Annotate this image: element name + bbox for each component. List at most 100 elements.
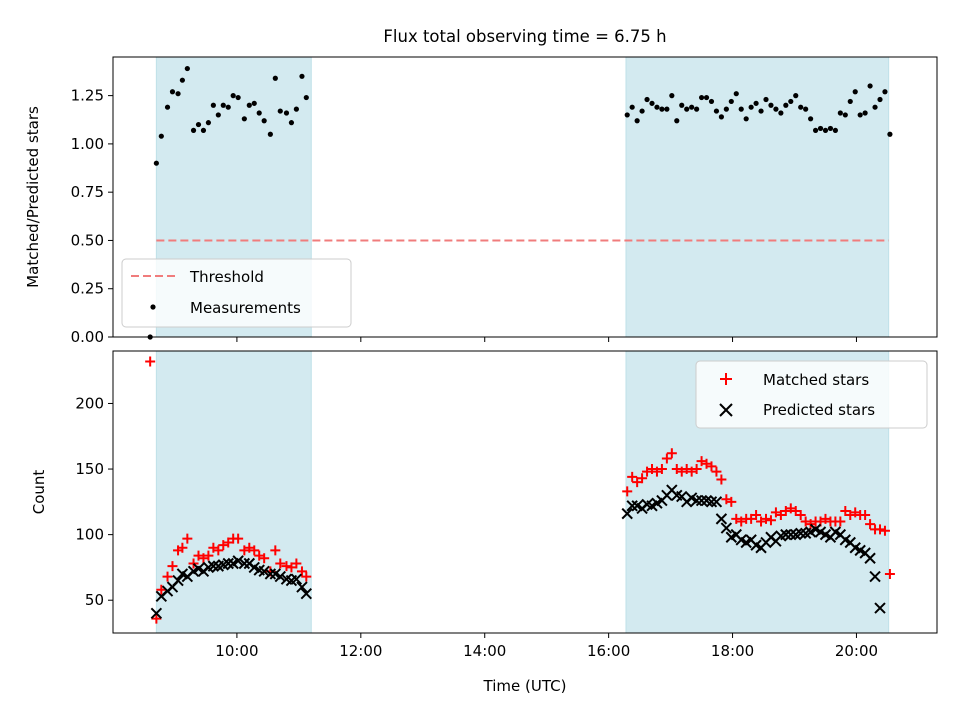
measurement-point — [175, 91, 181, 97]
measurement-point — [832, 127, 838, 133]
measurement-point — [882, 89, 888, 95]
measurement-point — [210, 102, 216, 108]
measurement-point — [793, 93, 799, 99]
measurement-point — [822, 127, 829, 133]
matched-star-point — [706, 461, 717, 472]
measurement-point — [169, 89, 176, 95]
matched-star-point — [622, 486, 633, 497]
measurement-point — [753, 100, 759, 106]
x-tick-label: 16:00 — [587, 642, 630, 660]
predicted-star-point — [621, 507, 633, 520]
predicted-star-point — [780, 528, 792, 541]
predicted-star-point — [864, 552, 876, 564]
predicted-star-point — [290, 573, 303, 585]
predicted-star-point — [705, 496, 718, 508]
matched-star-point — [691, 464, 702, 475]
y-tick-label: 1.25 — [71, 87, 104, 105]
plot-frame — [112, 350, 938, 634]
matched-star-point — [666, 448, 677, 459]
matched-star-point — [884, 568, 895, 579]
legend-box — [695, 360, 928, 429]
measurement-point — [251, 100, 257, 106]
predicted-star-point — [172, 574, 184, 587]
measurement-point — [664, 106, 670, 112]
matched-star-point — [167, 561, 178, 572]
x-tick-label: 20:00 — [835, 642, 878, 660]
matched-star-point — [291, 558, 302, 569]
matched-star-point — [865, 519, 876, 530]
matched-star-point — [711, 466, 722, 477]
matched-star-point — [162, 571, 173, 582]
predicted-star-point — [222, 557, 234, 570]
matched-star-point — [860, 509, 871, 520]
y-tick-label: 100 — [75, 526, 104, 544]
predicted-star-point — [264, 568, 277, 580]
predicted-star-point — [720, 522, 733, 534]
measurement-point — [205, 120, 212, 126]
measurement-point — [872, 104, 878, 110]
measurement-point — [733, 91, 739, 97]
measurement-point — [293, 106, 299, 112]
matched-star-point — [716, 474, 727, 485]
measurement-point — [184, 65, 190, 72]
matched-star-point — [761, 513, 772, 524]
matched-star-point — [627, 471, 638, 482]
predicted-star-point — [715, 513, 728, 525]
predicted-star-point — [785, 528, 797, 541]
measurement-point — [743, 116, 749, 122]
measurement-point — [738, 106, 744, 112]
measurement-point — [267, 131, 273, 137]
measurement-point — [728, 98, 734, 105]
measurement-point — [698, 94, 705, 101]
matched-star-point — [203, 550, 214, 561]
measurement-point — [230, 93, 236, 99]
matched-star-point — [795, 509, 806, 520]
measurement-point — [261, 118, 267, 124]
measurement-point — [246, 102, 252, 108]
measurement-point — [723, 106, 729, 112]
measurement-point — [288, 120, 295, 126]
predicted-stars-points — [151, 485, 886, 620]
measurement-point — [624, 112, 630, 118]
matched-star-point — [835, 516, 846, 527]
predicted-star-point — [626, 500, 638, 512]
matched-star-point — [875, 524, 886, 535]
measurement-point — [299, 73, 305, 79]
x-axis-ticks — [236, 337, 857, 342]
measurement-point — [689, 104, 695, 110]
matched-star-point — [233, 533, 244, 544]
y-axis-ticks: 50 100 150 200 — [75, 394, 113, 609]
predicted-star-point — [794, 527, 807, 540]
chart-title: Flux total observing time = 6.75 h — [383, 27, 666, 46]
matched-star-point — [259, 553, 270, 564]
matched-star-point — [177, 542, 188, 553]
observing-window — [625, 56, 890, 338]
matched-star-point — [151, 613, 162, 624]
measurement-point — [629, 104, 635, 110]
measurement-point — [164, 104, 171, 110]
measurement-point — [674, 118, 680, 124]
x-tick-label: 18:00 — [711, 642, 754, 660]
matched-star-point — [145, 356, 156, 367]
measurement-point — [303, 94, 309, 101]
count-panel: 50 100 150 200 10:00 12:00 14:00 16:00 18:00 20:… — [30, 350, 938, 660]
x-tick-label: 10:00 — [215, 642, 258, 660]
measurement-point — [684, 106, 690, 112]
x-tick-label: 12:00 — [339, 642, 382, 660]
predicted-star-point — [207, 560, 220, 572]
measurement-point — [758, 108, 764, 114]
measurement-point — [812, 127, 819, 133]
matched-star-point — [270, 545, 281, 556]
measurement-point — [852, 89, 858, 95]
x-tick-label: 14:00 — [463, 642, 506, 660]
measurement-point — [634, 118, 640, 124]
y-axis-label: Matched/Predicted stars — [24, 106, 42, 288]
legend-box — [121, 258, 352, 328]
measurement-point — [241, 116, 247, 122]
measurement-points — [147, 65, 893, 340]
ratio-panel: 0.00 0.25 0.50 0.75 1.00 1.25 Matched/Predict… — [24, 56, 938, 346]
predicted-star-point — [869, 570, 881, 583]
y-tick-label: 1.00 — [71, 135, 104, 153]
measurement-point — [842, 112, 848, 118]
y-tick-label: 200 — [75, 394, 104, 412]
